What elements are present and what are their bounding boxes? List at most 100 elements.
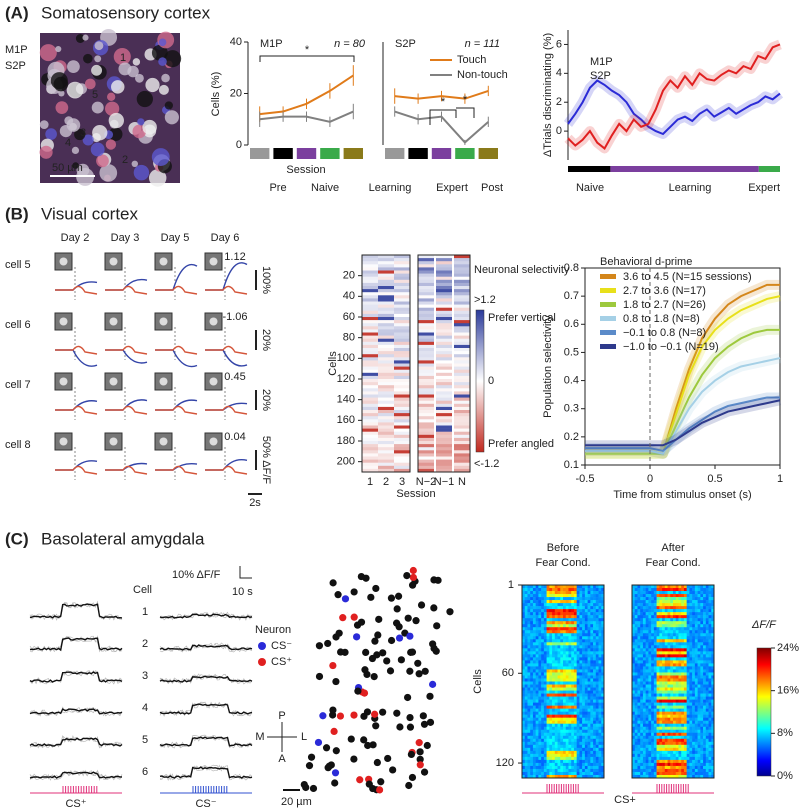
- heatmap-cell: [568, 660, 572, 664]
- heatmap-cell: [530, 609, 534, 613]
- heatmap-cell: [694, 732, 698, 737]
- heatmap-cell: [552, 738, 556, 743]
- heatmap-cell: [524, 729, 528, 734]
- heatmap-cell: [642, 615, 646, 619]
- heatmap-cell: [554, 708, 558, 712]
- heatmap-cell: [552, 678, 556, 682]
- heatmap-cell: [576, 762, 580, 767]
- heatmap-cell: [694, 624, 698, 628]
- heatmap-cell: [590, 714, 594, 718]
- heatmap-cell: [590, 645, 594, 649]
- heatmap-cell: [362, 372, 378, 377]
- colorbar-label: 16%: [777, 685, 799, 697]
- heatmap-cell: [651, 669, 655, 673]
- heatmap-cell: [703, 639, 707, 643]
- heatmap-cell: [692, 651, 696, 655]
- heatmap-cell: [568, 768, 572, 773]
- heatmap-cell: [645, 597, 649, 601]
- heatmap-cell: [436, 447, 452, 451]
- y-tick-label: 20: [343, 270, 355, 282]
- heatmap-cell: [538, 696, 542, 700]
- heatmap-cell: [656, 669, 660, 673]
- heatmap-cell: [362, 441, 378, 445]
- heatmap-cell: [694, 663, 698, 667]
- heatmap-cell: [694, 606, 698, 610]
- heatmap-cell: [557, 690, 561, 694]
- heatmap-cell: [527, 600, 531, 604]
- heatmap-cell: [571, 681, 575, 685]
- heatmap-cell: [573, 585, 577, 589]
- heatmap-cell: [651, 666, 655, 670]
- neuron: [416, 761, 424, 769]
- heatmap-cell: [436, 369, 452, 374]
- heatmap-cell: [576, 633, 580, 637]
- heatmap-cell: [634, 624, 638, 628]
- heatmap-cell: [673, 618, 677, 622]
- heatmap-cell: [705, 663, 709, 667]
- heatmap-cell: [573, 723, 577, 728]
- heatmap-cell: [554, 759, 558, 764]
- heatmap-cell: [642, 717, 646, 722]
- neuron: [426, 692, 434, 700]
- heatmap-cell: [708, 690, 712, 694]
- heatmap-cell: [705, 690, 709, 694]
- heatmap-cell: [642, 735, 646, 740]
- heatmap-cell: [601, 693, 605, 697]
- heatmap-cell: [565, 645, 569, 649]
- heatmap-cell: [587, 720, 591, 725]
- heatmap-cell: [378, 317, 394, 321]
- heatmap-cell: [703, 642, 707, 646]
- heatmap-cell: [576, 708, 580, 712]
- heatmap-cell: [642, 741, 646, 746]
- heatmap-cell: [394, 465, 410, 470]
- colorbar-label: >1.2: [474, 294, 496, 306]
- heatmap-cell: [532, 591, 536, 595]
- heatmap-cell: [705, 588, 709, 592]
- heatmap-cell: [651, 696, 655, 700]
- heatmap-cell: [522, 768, 526, 773]
- heatmap-cell: [705, 591, 709, 595]
- heatmap-cell: [571, 711, 575, 715]
- heatmap-cell: [546, 702, 550, 706]
- heatmap-cell: [673, 699, 677, 703]
- heatmap-cell: [557, 729, 561, 734]
- heatmap-cell: [527, 732, 531, 737]
- heatmap-cell: [705, 750, 709, 755]
- heatmap-cell: [541, 684, 545, 688]
- heatmap-cell: [576, 642, 580, 646]
- heatmap-cell: [454, 444, 470, 448]
- y-axis-label: Population selectivity: [542, 315, 554, 418]
- heatmap-cell: [694, 759, 698, 764]
- heatmap-cell: [573, 648, 577, 652]
- heatmap-cell: [584, 618, 588, 622]
- heatmap-cell: [436, 385, 452, 389]
- heatmap-cell: [593, 672, 597, 676]
- heatmap-cell: [568, 753, 572, 758]
- heatmap-cell: [579, 699, 583, 703]
- heatmap-cell: [659, 600, 663, 604]
- heatmap-cell: [632, 771, 636, 776]
- heatmap-cell: [587, 744, 591, 749]
- heatmap-cell: [560, 771, 564, 776]
- heatmap-cell: [632, 660, 636, 664]
- heatmap-cell: [703, 753, 707, 758]
- heatmap-cell: [689, 666, 693, 670]
- heatmap-cell: [662, 630, 666, 634]
- heatmap-cell: [546, 774, 550, 779]
- neuron: [356, 776, 364, 784]
- heatmap-cell: [535, 669, 539, 673]
- heatmap-cell: [552, 693, 556, 697]
- heatmap-cell: [584, 642, 588, 646]
- heatmap-cell: [675, 732, 679, 737]
- heatmap-cell: [595, 732, 599, 737]
- heatmap-cell: [703, 741, 707, 746]
- heatmap-cell: [656, 762, 660, 767]
- heatmap-cell: [530, 741, 534, 746]
- heatmap-cell: [703, 750, 707, 755]
- heatmap-cell: [681, 708, 685, 712]
- heatmap-cell: [598, 711, 602, 715]
- neuron: [406, 723, 415, 731]
- heatmap-cell: [667, 747, 671, 752]
- heatmap-cell: [634, 618, 638, 622]
- heatmap-cell: [667, 744, 671, 749]
